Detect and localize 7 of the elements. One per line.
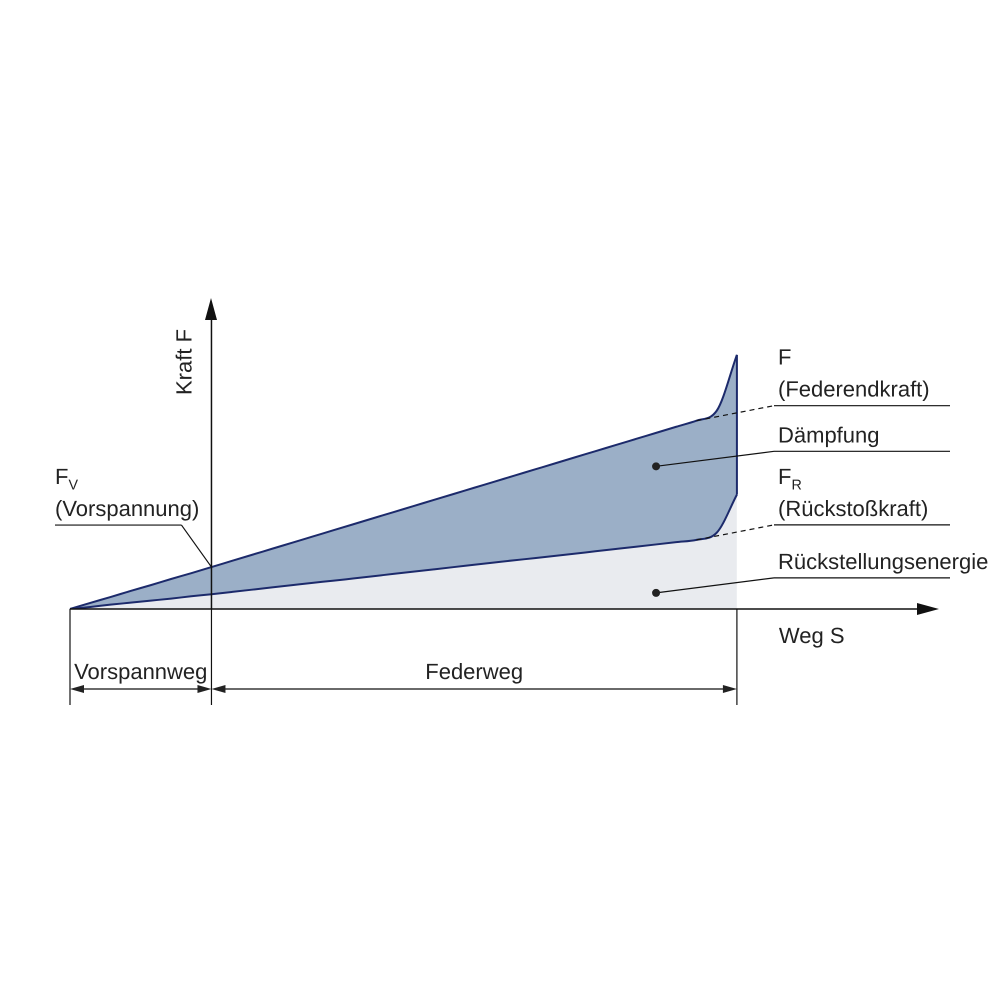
text: Federweg	[425, 659, 524, 684]
x-axis-title: Weg S	[778, 623, 845, 648]
annotation: Rückstellungsenergie	[778, 548, 988, 574]
y-axis-title: Kraft F	[171, 328, 196, 396]
annotation: F (Federendkraft)	[778, 344, 930, 402]
annotation: Dämpfung	[778, 422, 880, 448]
text: Vorspannweg	[74, 659, 208, 684]
